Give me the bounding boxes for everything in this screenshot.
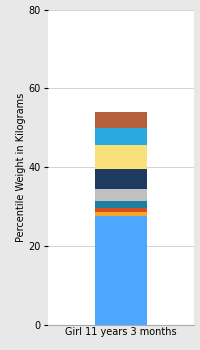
- Bar: [95, 169, 147, 189]
- Bar: [95, 189, 147, 201]
- Y-axis label: Percentile Weight in Kilograms: Percentile Weight in Kilograms: [16, 92, 26, 242]
- Bar: [95, 212, 147, 216]
- Bar: [95, 112, 147, 128]
- Bar: [95, 128, 147, 146]
- Bar: [95, 209, 147, 212]
- Bar: [95, 201, 147, 209]
- Bar: [95, 146, 147, 169]
- Bar: [95, 216, 147, 325]
